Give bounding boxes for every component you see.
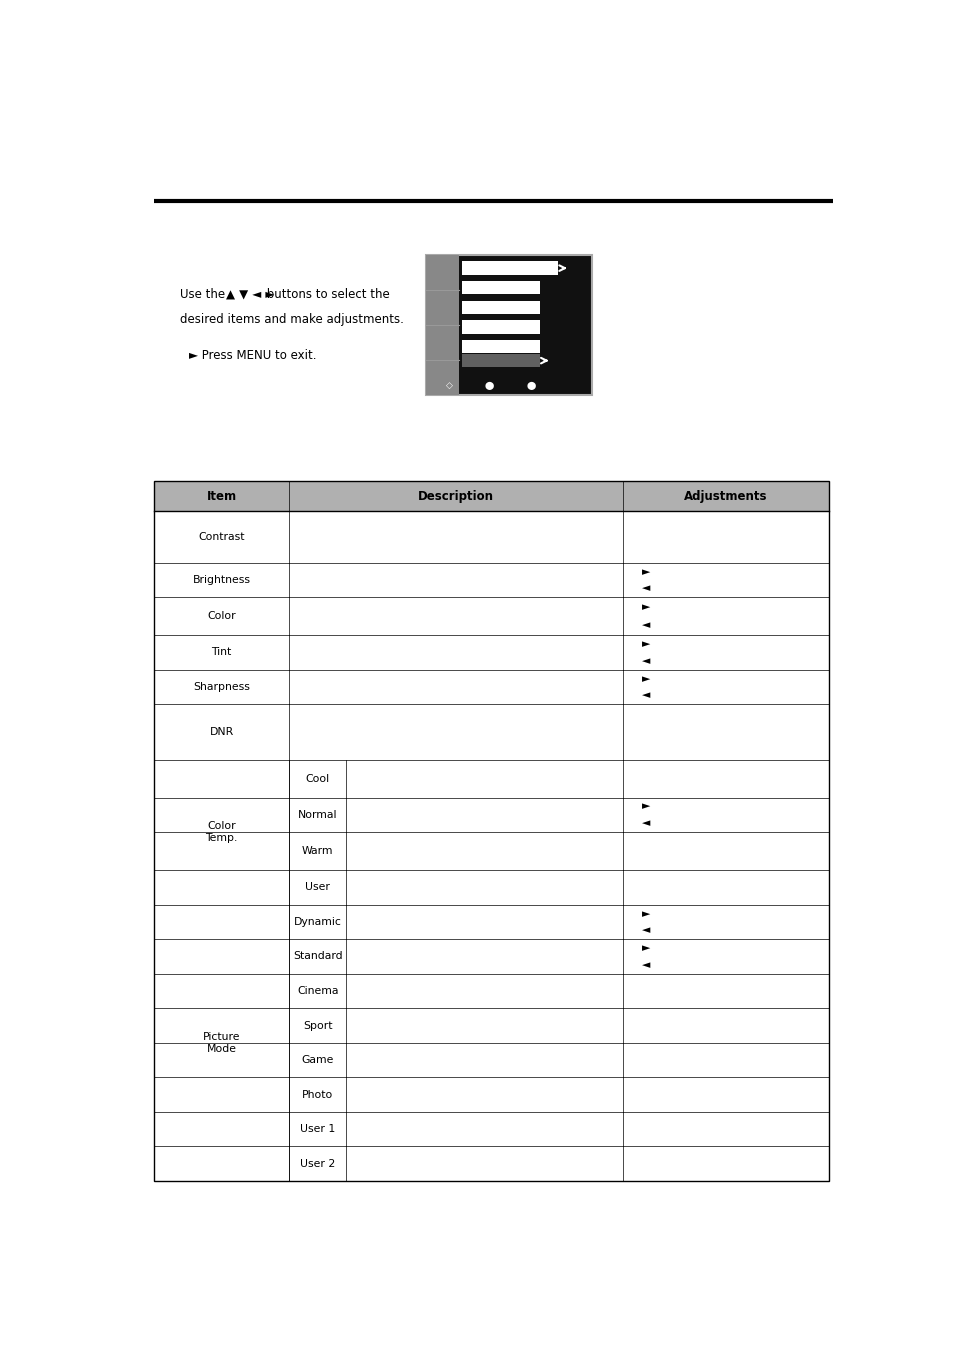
Text: Game: Game (301, 1055, 334, 1065)
Bar (153, 481, 828, 511)
Text: ◄: ◄ (641, 960, 649, 969)
Bar (461, 340, 539, 353)
Text: DNR: DNR (209, 727, 233, 737)
Text: desired items and make adjustments.: desired items and make adjustments. (180, 313, 403, 326)
Text: User 1: User 1 (300, 1124, 335, 1134)
Text: Brightness: Brightness (193, 576, 251, 585)
Text: ◄: ◄ (641, 818, 649, 828)
Text: Color: Color (207, 611, 235, 621)
Bar (426, 255, 592, 395)
Text: Description: Description (417, 489, 494, 503)
Text: Adjustments: Adjustments (683, 489, 767, 503)
Text: Warm: Warm (302, 847, 334, 856)
Text: Sharpness: Sharpness (193, 682, 250, 692)
Text: buttons to select the: buttons to select the (263, 288, 390, 302)
Text: Cool: Cool (305, 774, 330, 783)
Bar (461, 321, 539, 334)
Bar (461, 262, 558, 275)
Text: Standard: Standard (293, 952, 342, 961)
Text: ►: ► (641, 909, 649, 918)
Bar (426, 255, 458, 395)
Text: ◄: ◄ (641, 925, 649, 936)
Text: ►: ► (641, 603, 649, 612)
Text: Dynamic: Dynamic (294, 917, 341, 927)
Text: Photo: Photo (302, 1089, 333, 1100)
Text: Tint: Tint (212, 647, 232, 658)
Text: ⬤: ⬤ (526, 381, 535, 390)
Bar (461, 282, 539, 294)
Text: ◄: ◄ (641, 655, 649, 666)
Text: ◇: ◇ (445, 381, 453, 390)
Text: ►: ► (641, 802, 649, 811)
Bar (153, 481, 828, 1181)
Bar (461, 355, 539, 367)
Text: Normal: Normal (297, 810, 337, 820)
Text: ⬤: ⬤ (484, 381, 494, 390)
Text: ►: ► (641, 674, 649, 683)
Text: Item: Item (206, 489, 236, 503)
Text: ►: ► (641, 639, 649, 650)
Text: ◄: ◄ (641, 584, 649, 593)
Text: User 2: User 2 (300, 1159, 335, 1169)
Text: ►: ► (641, 944, 649, 953)
Text: ▲ ▼ ◄ ►: ▲ ▼ ◄ ► (226, 288, 274, 302)
Text: Contrast: Contrast (198, 531, 245, 542)
Text: Cinema: Cinema (296, 985, 338, 996)
Text: Picture
Mode: Picture Mode (203, 1033, 240, 1054)
Text: ►: ► (641, 566, 649, 577)
Text: User: User (305, 883, 330, 892)
Text: Sport: Sport (303, 1020, 332, 1031)
Text: Use the: Use the (180, 288, 229, 302)
Bar (461, 301, 539, 314)
Text: Color
Temp.: Color Temp. (205, 821, 237, 842)
Text: ◄: ◄ (641, 690, 649, 701)
Text: ► Press MENU to exit.: ► Press MENU to exit. (189, 349, 315, 361)
Text: ◄: ◄ (641, 620, 649, 631)
